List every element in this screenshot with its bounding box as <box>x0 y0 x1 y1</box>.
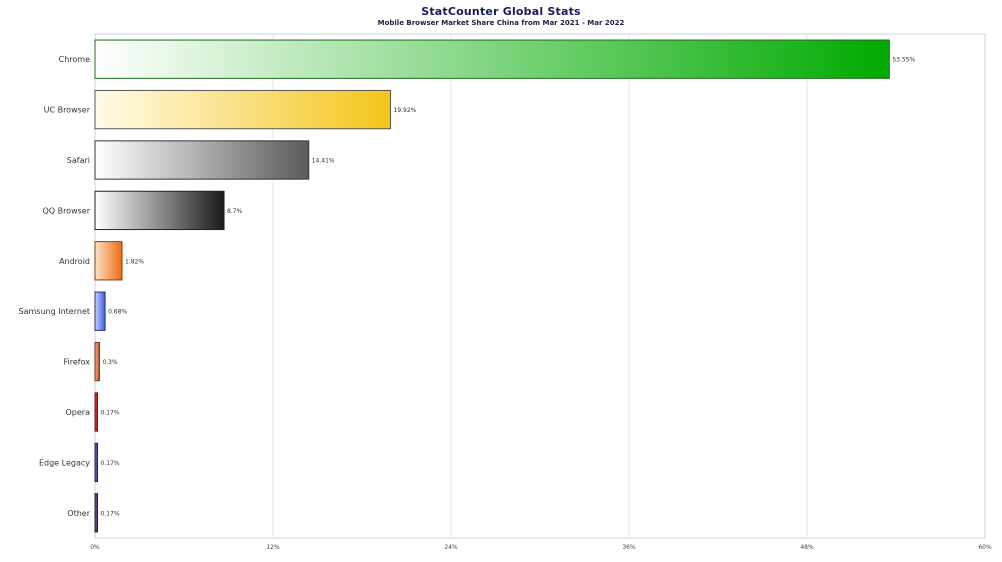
value-label: 0.17% <box>101 410 120 417</box>
x-tick-label: 24% <box>444 544 458 551</box>
bar-android <box>94 241 123 281</box>
category-label: UC Browser <box>44 106 91 115</box>
value-label: 53.55% <box>892 57 915 64</box>
value-label: 0.17% <box>101 460 120 467</box>
value-label: 0.3% <box>102 359 118 366</box>
chart-subtitle: Mobile Browser Market Share China from M… <box>377 19 625 27</box>
bar-uc-browser <box>94 89 391 130</box>
x-tick-label: 48% <box>800 544 814 551</box>
bar-other <box>94 493 99 533</box>
category-label: Chrome <box>59 55 90 64</box>
bar-opera <box>94 392 99 432</box>
value-label: 1.82% <box>125 258 144 265</box>
x-tick-label: 12% <box>266 544 280 551</box>
value-label: 0.17% <box>101 510 120 517</box>
category-label: Samsung Internet <box>19 307 90 316</box>
value-label: 14.41% <box>312 158 335 165</box>
bar-firefox <box>94 341 100 382</box>
x-tick-label: 60% <box>978 544 992 551</box>
bar-qq-browser <box>94 190 225 231</box>
value-label: 19.92% <box>393 107 416 114</box>
bar-safari <box>94 140 310 180</box>
value-label: 0.68% <box>108 309 127 316</box>
bar-samsung-internet <box>94 291 106 331</box>
category-label: Edge Legacy <box>39 458 90 467</box>
value-label: 8.7% <box>227 208 243 215</box>
bar-edge-legacy <box>94 442 99 483</box>
category-label: Firefox <box>64 358 91 367</box>
category-label: Android <box>59 257 90 266</box>
category-label: Opera <box>66 408 91 417</box>
chart-title: StatCounter Global Stats <box>421 5 581 18</box>
category-label: Safari <box>67 156 90 165</box>
category-label: Other <box>67 509 90 518</box>
x-tick-label: 0% <box>90 544 100 551</box>
category-label: QQ Browser <box>42 206 90 215</box>
bar-chrome <box>94 39 890 79</box>
x-tick-label: 36% <box>622 544 636 551</box>
